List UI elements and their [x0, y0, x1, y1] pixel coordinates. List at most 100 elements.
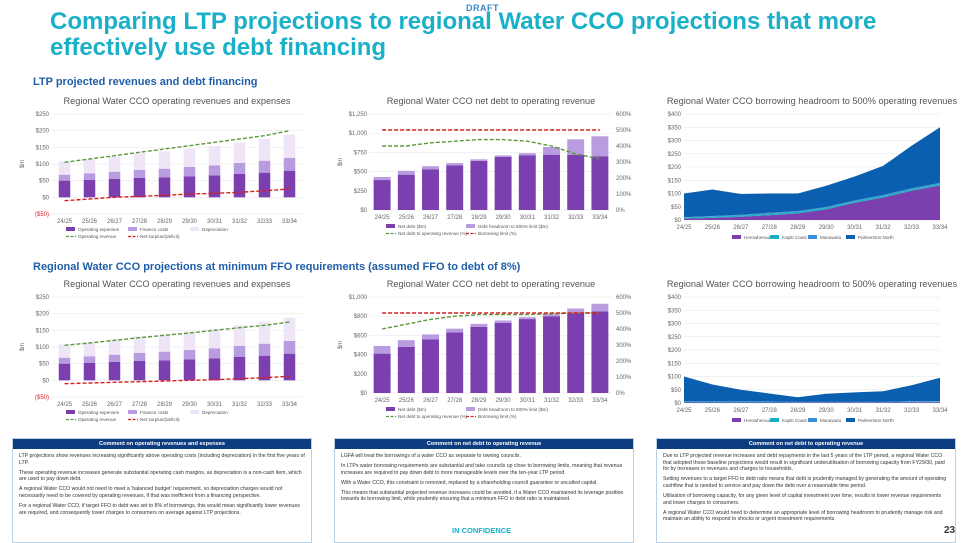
y2-tick-label: 600% — [616, 112, 632, 118]
bar — [133, 361, 146, 381]
bar — [543, 154, 560, 210]
bar — [183, 148, 196, 167]
x-tick-label: 28/29 — [157, 402, 173, 408]
chart-title: Regional Water CCO operating revenues an… — [64, 279, 291, 289]
x-tick-label: 25/26 — [82, 219, 98, 225]
bar — [373, 345, 391, 354]
x-tick-label: 28/29 — [790, 225, 806, 231]
bar — [233, 163, 246, 174]
y-tick-label: $100 — [668, 375, 682, 381]
bar — [183, 359, 196, 381]
bar — [591, 156, 609, 210]
legend-swatch — [190, 227, 199, 231]
legend-label: Operating revenue — [78, 234, 116, 239]
comment-paragraph: A regional Water CCO would need to deter… — [663, 509, 943, 523]
bar — [470, 160, 488, 210]
bar — [233, 325, 246, 346]
x-tick-label: 32/33 — [257, 219, 273, 225]
y2-tick-label: 0% — [616, 208, 625, 214]
y2-tick-label: 600% — [616, 295, 632, 301]
x-tick-label: 29/30 — [496, 398, 512, 404]
y2-tick-label: 400% — [616, 327, 632, 333]
section-heading-cco: Regional Water CCO projections at minimu… — [33, 261, 521, 273]
series-line — [64, 130, 290, 163]
legend-label: Borrowing limit (%) — [478, 231, 517, 236]
bar — [397, 170, 415, 175]
x-tick-label: 27/28 — [447, 398, 463, 404]
bar — [133, 178, 146, 198]
bar — [83, 173, 96, 180]
bar — [567, 139, 585, 155]
bar — [283, 134, 296, 158]
y2-tick-label: 300% — [616, 343, 632, 349]
area-series — [684, 376, 940, 402]
bar — [83, 363, 96, 381]
bar — [258, 355, 271, 381]
y2-tick-label: 100% — [616, 375, 632, 381]
area-series — [684, 401, 940, 403]
bar — [422, 339, 439, 393]
y-tick-label: $250 — [36, 295, 50, 301]
chart-svg: Regional Water CCO borrowing headroom to… — [667, 279, 958, 423]
comment-heading: Comment on operating revenues and expens… — [13, 439, 311, 449]
comment-heading: Comment on net debt to operating revenue — [657, 439, 955, 449]
legend-label: Net debt to operating revenue (%) — [398, 231, 468, 236]
bar — [133, 170, 146, 178]
x-tick-label: 31/32 — [544, 398, 560, 404]
bar — [494, 155, 512, 158]
comment-paragraph: Setting revenues to a target FFO to debt… — [663, 476, 947, 489]
y-tick-label: $150 — [36, 145, 50, 151]
x-tick-label: 27/28 — [447, 215, 463, 221]
y-axis-label: $m — [20, 160, 26, 168]
bar — [58, 180, 71, 198]
x-tick-label: 28/29 — [790, 408, 806, 414]
x-tick-label: 26/27 — [107, 219, 123, 225]
series-line — [382, 138, 601, 160]
chart-title: Regional Water CCO operating revenues an… — [64, 96, 291, 106]
x-tick-label: 32/33 — [257, 402, 273, 408]
y2-tick-label: 200% — [616, 176, 632, 182]
x-tick-label: 30/31 — [847, 408, 863, 414]
bar — [518, 153, 536, 156]
legend-label: Net surplus/(deficit) — [140, 234, 180, 239]
bar — [373, 180, 391, 210]
y-tick-label: $0 — [42, 378, 49, 384]
legend-swatch — [846, 235, 855, 239]
bar — [397, 340, 415, 347]
y-tick-label: $50 — [39, 362, 50, 368]
bar — [158, 168, 171, 178]
x-tick-label: 30/31 — [520, 398, 536, 404]
x-tick-label: 29/30 — [182, 402, 198, 408]
x-tick-label: 26/27 — [423, 215, 439, 221]
y2-tick-label: 500% — [616, 128, 632, 134]
y-tick-label: $200 — [668, 165, 682, 171]
section-heading-ltp: LTP projected revenues and debt financin… — [33, 76, 258, 88]
x-tick-label: 33/34 — [282, 219, 298, 225]
y-tick-label: $200 — [36, 129, 50, 135]
x-tick-label: 24/25 — [676, 408, 692, 414]
legend-swatch — [732, 418, 741, 422]
bar — [591, 136, 609, 157]
bar — [283, 170, 296, 198]
legend-swatch — [808, 418, 817, 422]
y-tick-label: ($50) — [35, 395, 49, 401]
page-number: 23 — [944, 525, 956, 536]
bar — [258, 160, 271, 173]
bar — [446, 163, 464, 166]
bar — [158, 177, 171, 198]
y-tick-label: $150 — [668, 361, 682, 367]
x-tick-label: 26/27 — [423, 398, 439, 404]
x-tick-label: 30/31 — [207, 219, 223, 225]
bar — [543, 314, 560, 317]
x-tick-label: 25/26 — [705, 408, 721, 414]
x-tick-label: 31/32 — [544, 215, 560, 221]
bar — [470, 323, 488, 327]
bar — [470, 326, 488, 393]
legend-label: Net debt ($m) — [398, 407, 427, 412]
x-tick-label: 27/28 — [132, 402, 148, 408]
area-series — [684, 401, 940, 403]
bar — [58, 161, 71, 175]
draft-label: DRAFT — [466, 3, 499, 13]
bar — [108, 179, 121, 198]
bar — [397, 346, 415, 393]
